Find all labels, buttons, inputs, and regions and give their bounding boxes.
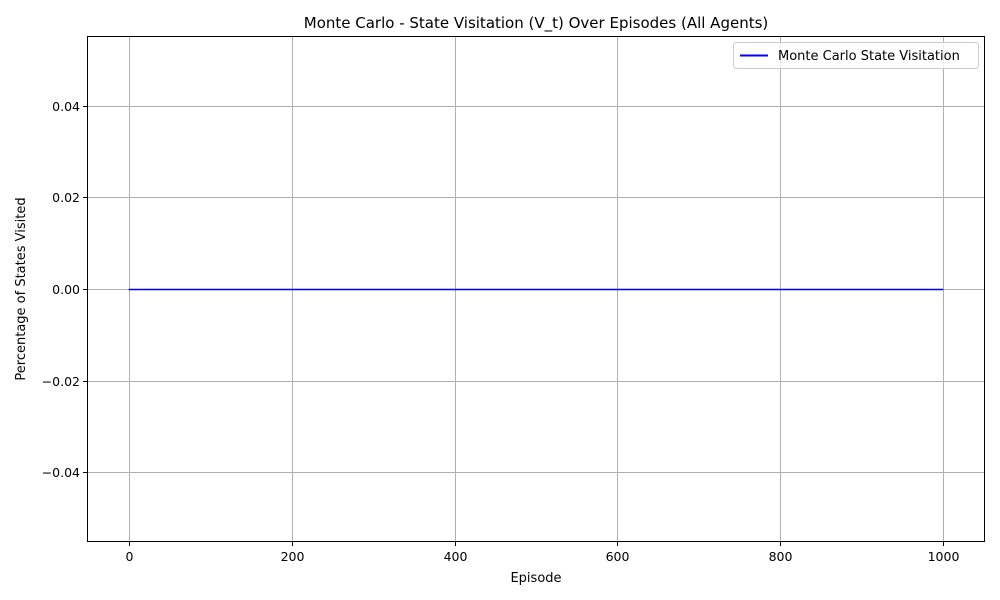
x-tick-label: 600 [606, 549, 630, 564]
y-tick-label: 0.04 [52, 99, 80, 114]
x-tick-label: 1000 [928, 549, 960, 564]
legend-box [733, 42, 979, 69]
y-tick-label: 0.00 [52, 282, 80, 297]
x-tick-label: 800 [769, 549, 793, 564]
legend: Monte Carlo State Visitation [733, 42, 979, 69]
x-tick-label: 200 [281, 549, 305, 564]
x-axis-label: Episode [510, 571, 561, 586]
chart-title: Monte Carlo - State Visitation (V_t) Ove… [304, 14, 769, 33]
x-tick-label: 0 [126, 549, 134, 564]
legend-label: Monte Carlo State Visitation [778, 49, 960, 64]
x-tick-label: 400 [444, 549, 468, 564]
y-tick-label: −0.04 [42, 465, 80, 480]
y-tick-label: 0.02 [52, 190, 80, 205]
ticks: 0 200 400 600 800 1000 −0.04 −0.02 0.00 0.02 0.04 [42, 99, 960, 564]
y-axis-label: Percentage of States Visited [14, 197, 29, 380]
y-tick-label: −0.02 [42, 374, 80, 389]
